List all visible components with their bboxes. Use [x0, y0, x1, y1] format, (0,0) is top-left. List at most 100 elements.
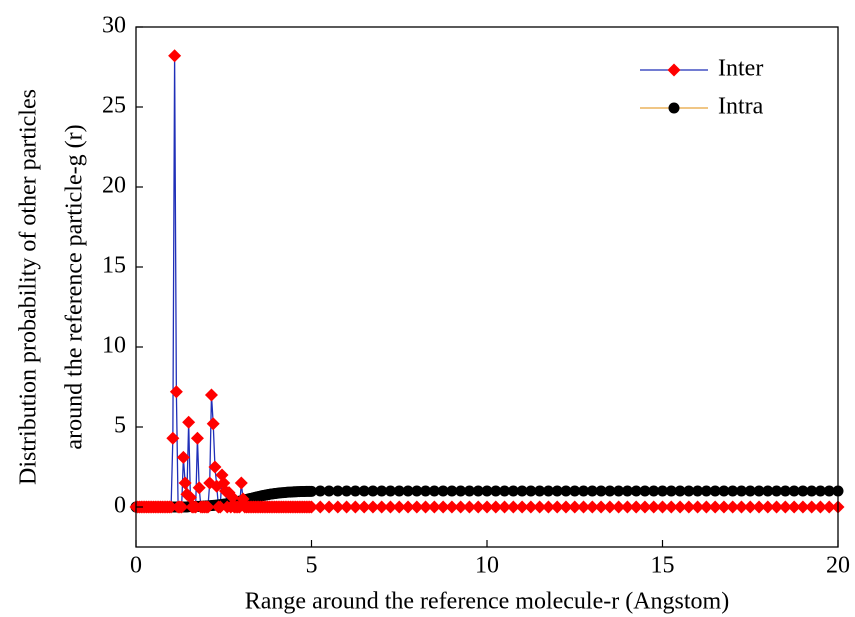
data-point	[700, 485, 712, 497]
data-point	[455, 485, 467, 497]
data-point	[620, 500, 634, 514]
data-point	[201, 500, 215, 514]
data-point	[797, 485, 809, 497]
data-point	[629, 500, 643, 514]
data-point	[595, 485, 607, 497]
data-point	[192, 481, 206, 495]
data-point	[420, 485, 432, 497]
data-point	[568, 500, 582, 514]
legend-marker	[667, 63, 681, 77]
data-point	[411, 485, 423, 497]
data-point	[506, 500, 520, 514]
data-point	[665, 485, 677, 497]
data-point	[340, 500, 354, 514]
data-point	[709, 485, 721, 497]
data-point	[332, 485, 344, 497]
data-point	[169, 385, 183, 399]
data-point	[305, 500, 318, 514]
legend-label: Intra	[718, 94, 764, 120]
data-point	[542, 485, 554, 497]
data-point	[699, 500, 713, 514]
data-point	[348, 500, 362, 514]
data-point	[621, 485, 633, 497]
data-point	[578, 485, 590, 497]
data-point	[533, 500, 547, 514]
data-point	[183, 490, 197, 504]
data-point	[226, 490, 240, 504]
data-point	[691, 500, 705, 514]
data-point	[753, 485, 765, 497]
data-point	[664, 500, 678, 514]
data-point	[428, 485, 440, 497]
data-point	[771, 485, 783, 497]
data-point	[788, 485, 800, 497]
data-point	[176, 450, 190, 464]
data-point	[718, 485, 730, 497]
data-point	[454, 500, 468, 514]
legend-label: Inter	[718, 56, 763, 82]
x-tick-label: 20	[826, 553, 850, 579]
data-point	[366, 500, 380, 514]
data-point	[630, 485, 642, 497]
y-tick-label: 20	[102, 173, 126, 199]
data-point	[814, 485, 826, 497]
data-point	[507, 485, 519, 497]
data-point	[604, 485, 616, 497]
data-point	[692, 485, 704, 497]
data-point	[190, 431, 204, 445]
data-point	[499, 485, 511, 497]
data-point	[341, 485, 353, 497]
data-point	[648, 485, 660, 497]
data-point	[208, 460, 222, 474]
data-point	[585, 500, 599, 514]
data-point	[761, 500, 775, 514]
data-point	[357, 500, 371, 514]
data-point	[472, 485, 484, 497]
data-point	[586, 485, 598, 497]
data-point	[410, 500, 424, 514]
data-point	[682, 500, 696, 514]
data-point	[516, 485, 528, 497]
x-tick-label: 15	[651, 553, 675, 579]
data-point	[823, 485, 835, 497]
data-point	[384, 485, 396, 497]
data-point	[806, 485, 818, 497]
data-point	[657, 485, 668, 497]
data-point	[313, 500, 327, 514]
data-point	[471, 500, 485, 514]
data-point	[446, 485, 458, 497]
data-point	[787, 500, 801, 514]
data-point	[594, 500, 608, 514]
data-point	[656, 500, 669, 514]
data-point	[401, 500, 415, 514]
data-point	[182, 415, 196, 429]
data-point	[577, 500, 591, 514]
data-point	[734, 500, 748, 514]
x-axis-label: Range around the reference molecule-r (A…	[245, 589, 729, 615]
data-point	[349, 485, 361, 497]
data-point	[481, 485, 493, 497]
data-point	[560, 485, 572, 497]
y-tick-label: 5	[114, 413, 126, 439]
data-point	[168, 49, 182, 63]
data-point	[175, 500, 189, 514]
data-point	[673, 500, 687, 514]
data-point	[726, 500, 740, 514]
data-point	[735, 485, 747, 497]
data-point	[437, 485, 449, 497]
data-point	[383, 500, 397, 514]
data-point	[541, 500, 555, 514]
data-point	[727, 485, 739, 497]
data-point	[639, 485, 651, 497]
data-point	[683, 485, 695, 497]
data-point	[822, 500, 836, 514]
data-point	[779, 485, 791, 497]
data-point	[213, 500, 227, 514]
data-point	[551, 485, 563, 497]
x-tick-label: 10	[475, 553, 499, 579]
x-tick-label: 5	[306, 553, 318, 579]
data-point	[480, 500, 494, 514]
y-axis-label: around the reference particle-g (r)	[62, 124, 88, 449]
data-point	[393, 485, 405, 497]
